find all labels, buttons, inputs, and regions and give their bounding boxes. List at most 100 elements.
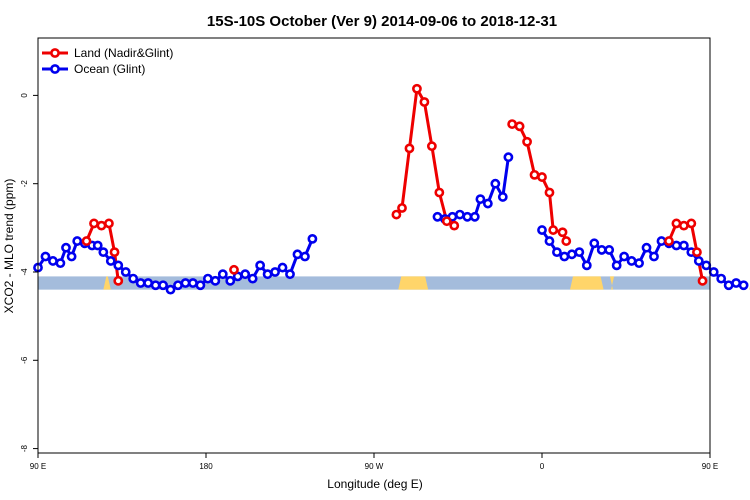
chart-title: 15S-10S October (Ver 9) 2014-09-06 to 20…	[207, 13, 557, 30]
data-point-land-nadir-glint	[692, 247, 702, 258]
x-tick-label: 90 E	[702, 462, 718, 471]
data-point-ocean-glint	[307, 233, 318, 244]
data-point-ocean-glint	[490, 178, 501, 189]
data-point-ocean-glint	[731, 278, 742, 288]
y-tick-label: -4	[20, 268, 29, 276]
data-point-ocean-glint	[292, 249, 303, 260]
data-point-ocean-glint	[48, 256, 58, 266]
data-point-ocean-glint	[285, 269, 295, 280]
y-tick-label: -2	[20, 180, 29, 188]
data-point-ocean-glint	[120, 267, 131, 277]
land-band-segment	[609, 276, 615, 290]
y-axis: 0 -2 -4 -6 -8	[20, 93, 38, 452]
data-point-ocean-glint	[469, 211, 480, 222]
data-point-land-nadir-glint	[441, 216, 452, 227]
data-point-land-nadir-glint	[697, 275, 708, 286]
data-point-ocean-glint	[165, 284, 176, 295]
data-point-ocean-glint	[596, 245, 607, 255]
data-point-ocean-glint	[105, 256, 116, 266]
plot-area	[33, 37, 750, 454]
data-point-ocean-glint	[581, 260, 592, 271]
data-point-ocean-glint	[497, 192, 508, 202]
legend-label: Ocean (Glint)	[74, 62, 145, 76]
x-axis-label: Longitude (deg E)	[327, 477, 422, 491]
data-point-ocean-glint	[708, 267, 719, 277]
x-tick-label: 90 W	[365, 462, 384, 471]
data-point-ocean-glint	[678, 240, 689, 251]
land-band-segment	[570, 276, 604, 290]
data-point-land-nadir-glint	[548, 225, 559, 235]
data-point-ocean-glint	[66, 251, 77, 262]
series-line-ocean-glint	[437, 156, 510, 221]
land-band-segment	[103, 276, 111, 290]
y-axis-label: XCO2 - MLO trend (ppm)	[2, 179, 16, 314]
land-band-segment	[398, 276, 429, 290]
data-point-ocean-glint	[738, 280, 749, 291]
data-point-ocean-glint	[270, 267, 280, 277]
data-point-ocean-glint	[240, 269, 251, 280]
data-point-land-nadir-glint	[89, 218, 99, 229]
data-point-ocean-glint	[723, 280, 734, 291]
y-tick-label: 0	[20, 93, 29, 98]
legend-swatch-marker	[50, 64, 60, 74]
data-point-ocean-glint	[247, 273, 258, 284]
data-point-land-nadir-glint	[426, 141, 437, 152]
data-point-ocean-glint	[158, 280, 168, 291]
data-point-land-nadir-glint	[664, 236, 674, 246]
data-point-ocean-glint	[300, 251, 310, 262]
data-point-land-nadir-glint	[419, 97, 430, 107]
data-point-land-nadir-glint	[412, 83, 422, 94]
data-point-ocean-glint	[671, 240, 682, 251]
data-point-ocean-glint	[641, 242, 652, 253]
data-point-ocean-glint	[55, 258, 66, 269]
data-point-land-nadir-glint	[544, 187, 555, 198]
data-point-ocean-glint	[566, 249, 577, 260]
data-point-ocean-glint	[40, 251, 51, 262]
y-tick-label: -8	[20, 444, 29, 452]
data-point-ocean-glint	[195, 280, 206, 291]
data-point-ocean-glint	[716, 273, 727, 284]
data-point-ocean-glint	[611, 260, 622, 271]
data-point-ocean-glint	[202, 273, 213, 284]
data-point-land-nadir-glint	[449, 220, 460, 231]
data-point-ocean-glint	[262, 269, 273, 280]
x-axis: 90 E 180 90 W 0 90 E	[30, 453, 718, 471]
data-point-ocean-glint	[604, 245, 615, 255]
data-point-ocean-glint	[255, 260, 266, 271]
data-point-land-nadir-glint	[529, 169, 540, 180]
data-point-ocean-glint	[188, 278, 198, 288]
data-point-ocean-glint	[135, 278, 146, 288]
data-point-ocean-glint	[180, 278, 191, 288]
data-point-ocean-glint	[143, 278, 154, 288]
data-point-ocean-glint	[462, 211, 473, 222]
data-point-ocean-glint	[574, 247, 585, 258]
data-point-ocean-glint	[656, 236, 667, 246]
data-point-ocean-glint	[619, 251, 630, 262]
data-point-ocean-glint	[559, 251, 570, 262]
data-point-ocean-glint	[693, 256, 704, 266]
data-point-ocean-glint	[649, 251, 659, 262]
data-point-land-nadir-glint	[522, 136, 532, 147]
data-point-land-nadir-glint	[96, 220, 107, 231]
data-point-land-nadir-glint	[81, 236, 92, 246]
data-point-land-nadir-glint	[391, 209, 402, 220]
data-point-land-nadir-glint	[397, 203, 407, 213]
data-point-ocean-glint	[626, 256, 637, 266]
y-tick-label: -6	[20, 356, 29, 364]
data-point-ocean-glint	[503, 152, 514, 163]
data-point-land-nadir-glint	[557, 227, 568, 238]
data-point-ocean-glint	[701, 260, 712, 271]
data-point-ocean-glint	[482, 198, 493, 209]
data-point-land-nadir-glint	[113, 275, 124, 286]
data-point-land-nadir-glint	[507, 119, 518, 129]
data-point-ocean-glint	[454, 209, 465, 220]
legend-label: Land (Nadir&Glint)	[74, 46, 173, 60]
data-point-ocean-glint	[173, 280, 183, 291]
data-point-land-nadir-glint	[671, 218, 682, 229]
data-point-ocean-glint	[150, 280, 161, 291]
data-point-ocean-glint	[475, 194, 486, 205]
x-tick-label: 0	[540, 462, 545, 471]
series-points	[33, 83, 749, 295]
legend: Land (Nadir&Glint) Ocean (Glint)	[42, 46, 173, 76]
